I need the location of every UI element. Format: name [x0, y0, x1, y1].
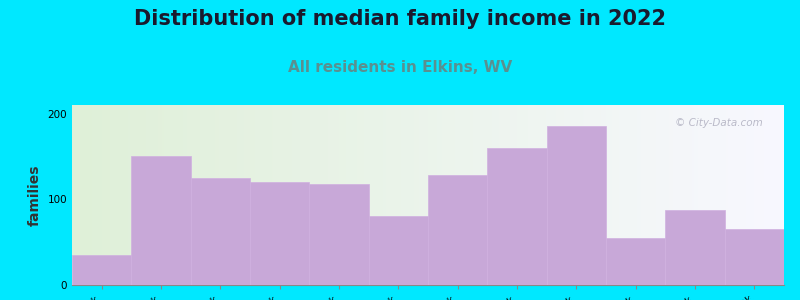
Text: All residents in Elkins, WV: All residents in Elkins, WV — [288, 60, 512, 75]
Bar — [250, 182, 310, 285]
Bar — [131, 156, 190, 285]
Text: © City-Data.com: © City-Data.com — [675, 118, 762, 128]
Bar — [310, 184, 369, 285]
Bar — [428, 175, 487, 285]
Bar — [369, 216, 428, 285]
Bar — [190, 178, 250, 285]
Text: Distribution of median family income in 2022: Distribution of median family income in … — [134, 9, 666, 29]
Bar — [487, 148, 546, 285]
Bar — [606, 238, 666, 285]
Bar — [725, 229, 784, 285]
Bar — [546, 126, 606, 285]
Bar — [72, 255, 131, 285]
Bar — [666, 210, 725, 285]
Y-axis label: families: families — [28, 164, 42, 226]
